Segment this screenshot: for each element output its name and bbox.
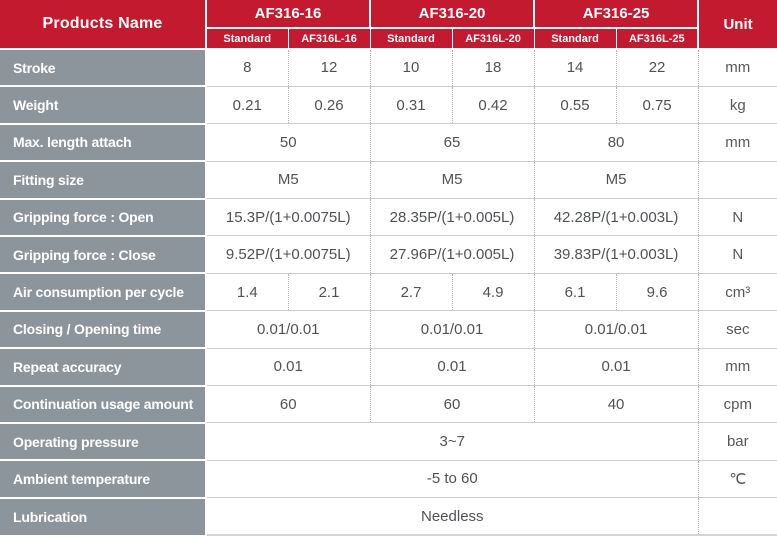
table-row-lubrication: Lubrication Needless bbox=[0, 497, 777, 537]
sub-header-standard-20: Standard bbox=[369, 28, 453, 50]
unit-header: Unit bbox=[697, 0, 777, 50]
unit-cell: cm³ bbox=[697, 273, 777, 312]
value-cell: 0.01/0.01 bbox=[205, 310, 371, 349]
value-cell: 15.3P/(1+0.0075L) bbox=[205, 198, 371, 237]
row-label: Repeat accuracy bbox=[0, 348, 207, 387]
unit-cell: mm bbox=[697, 123, 777, 162]
value-cell: 42.28P/(1+0.003L) bbox=[533, 198, 699, 237]
sub-header-long-20: AF316L-20 bbox=[451, 28, 535, 50]
value-cell: 0.42 bbox=[451, 86, 535, 125]
value-cell: M5 bbox=[205, 161, 371, 200]
row-label: Continuation usage amount bbox=[0, 385, 207, 424]
value-cell: 0.01/0.01 bbox=[369, 310, 535, 349]
row-label: Stroke bbox=[0, 49, 207, 88]
unit-cell: bar bbox=[697, 422, 777, 461]
unit-cell bbox=[697, 497, 777, 537]
row-label: Fitting size bbox=[0, 161, 207, 200]
row-label: Ambient temperature bbox=[0, 460, 207, 499]
row-label: Air consumption per cycle bbox=[0, 273, 207, 312]
value-cell: 4.9 bbox=[451, 273, 535, 312]
row-label: Lubrication bbox=[0, 497, 207, 536]
value-cell: 65 bbox=[369, 123, 535, 162]
sub-header-standard-16: Standard bbox=[205, 28, 289, 50]
value-cell: 28.35P/(1+0.005L) bbox=[369, 198, 535, 237]
value-cell: 3~7 bbox=[205, 422, 699, 461]
value-cell: 9.52P/(1+0.0075L) bbox=[205, 235, 371, 274]
table-header: Products Name AF316-16 AF316-20 AF316-25… bbox=[0, 0, 777, 50]
value-cell: 1.4 bbox=[205, 273, 288, 312]
value-cell: 0.31 bbox=[369, 86, 453, 125]
table-row-gripping-force-open: Gripping force : Open 15.3P/(1+0.0075L) … bbox=[0, 198, 777, 237]
row-label: Gripping force : Close bbox=[0, 235, 207, 275]
table-row-max-length-attach: Max. length attach 50 65 80 mm bbox=[0, 123, 777, 163]
sub-header-long-16: AF316L-16 bbox=[287, 28, 371, 50]
value-cell: 9.6 bbox=[615, 273, 699, 312]
value-cell: 80 bbox=[533, 123, 699, 162]
value-cell: 0.21 bbox=[205, 86, 288, 125]
unit-cell: cpm bbox=[697, 385, 777, 424]
value-cell: 27.96P/(1+0.005L) bbox=[369, 235, 535, 274]
value-cell: 0.01 bbox=[369, 348, 535, 387]
table-row-stroke: Stroke 8 12 10 18 14 22 mm bbox=[0, 49, 777, 88]
value-cell: 8 bbox=[205, 49, 288, 87]
value-cell: 0.01 bbox=[533, 348, 699, 387]
value-cell: 22 bbox=[615, 49, 699, 87]
value-cell: 0.26 bbox=[287, 86, 371, 125]
value-cell: 12 bbox=[287, 49, 371, 87]
row-label: Gripping force : Open bbox=[0, 198, 207, 237]
model-header-af316-20: AF316-20 bbox=[369, 0, 536, 29]
unit-cell: N bbox=[697, 235, 777, 274]
value-cell: 2.1 bbox=[287, 273, 371, 312]
model-header-af316-16: AF316-16 bbox=[204, 0, 372, 29]
unit-cell bbox=[697, 161, 777, 200]
value-cell: 10 bbox=[369, 49, 453, 87]
value-cell: 18 bbox=[451, 49, 535, 87]
table-row-ambient-temperature: Ambient temperature -5 to 60 ℃ bbox=[0, 460, 777, 499]
value-cell: 40 bbox=[533, 385, 699, 424]
table-row-operating-pressure: Operating pressure 3~7 bar bbox=[0, 422, 777, 462]
value-cell: 60 bbox=[369, 385, 535, 424]
row-label: Max. length attach bbox=[0, 123, 207, 163]
value-cell: 60 bbox=[205, 385, 371, 424]
products-name-header: Products Name bbox=[0, 0, 207, 50]
value-cell: 0.01/0.01 bbox=[533, 310, 699, 349]
value-cell: 39.83P/(1+0.003L) bbox=[533, 235, 699, 274]
unit-cell: mm bbox=[697, 49, 777, 87]
value-cell: M5 bbox=[369, 161, 535, 200]
value-cell: 50 bbox=[205, 123, 371, 162]
value-cell: -5 to 60 bbox=[205, 460, 699, 499]
table-row-weight: Weight 0.21 0.26 0.31 0.42 0.55 0.75 kg bbox=[0, 86, 777, 125]
value-cell: 2.7 bbox=[369, 273, 453, 312]
value-cell: 0.55 bbox=[533, 86, 617, 125]
table-row-closing-opening-time: Closing / Opening time 0.01/0.01 0.01/0.… bbox=[0, 310, 777, 350]
unit-cell: kg bbox=[697, 86, 777, 125]
table-row-air-consumption: Air consumption per cycle 1.4 2.1 2.7 4.… bbox=[0, 273, 777, 312]
value-cell: Needless bbox=[205, 497, 699, 537]
row-label: Weight bbox=[0, 86, 207, 125]
value-cell: 6.1 bbox=[533, 273, 617, 312]
value-cell: 0.01 bbox=[205, 348, 371, 387]
header-sub-row: Standard AF316L-16 Standard AF316L-20 St… bbox=[0, 28, 777, 50]
table-row-repeat-accuracy: Repeat accuracy 0.01 0.01 0.01 mm bbox=[0, 348, 777, 387]
unit-cell: ℃ bbox=[697, 460, 777, 499]
unit-cell: sec bbox=[697, 310, 777, 349]
row-label: Closing / Opening time bbox=[0, 310, 207, 350]
unit-cell: N bbox=[697, 198, 777, 237]
header-group-row: Products Name AF316-16 AF316-20 AF316-25… bbox=[0, 0, 777, 50]
table-row-gripping-force-close: Gripping force : Close 9.52P/(1+0.0075L)… bbox=[0, 235, 777, 275]
table-row-continuation-usage: Continuation usage amount 60 60 40 cpm bbox=[0, 385, 777, 424]
value-cell: M5 bbox=[533, 161, 699, 200]
table-body: Stroke 8 12 10 18 14 22 mm Weight 0.21 0… bbox=[0, 49, 777, 537]
unit-cell: mm bbox=[697, 348, 777, 387]
value-cell: 0.75 bbox=[615, 86, 699, 125]
model-header-af316-25: AF316-25 bbox=[533, 0, 700, 29]
value-cell: 14 bbox=[533, 49, 617, 87]
row-label: Operating pressure bbox=[0, 422, 207, 462]
table-row-fitting-size: Fitting size M5 M5 M5 bbox=[0, 161, 777, 200]
sub-header-standard-25: Standard bbox=[533, 28, 617, 50]
sub-header-long-25: AF316L-25 bbox=[615, 28, 699, 50]
